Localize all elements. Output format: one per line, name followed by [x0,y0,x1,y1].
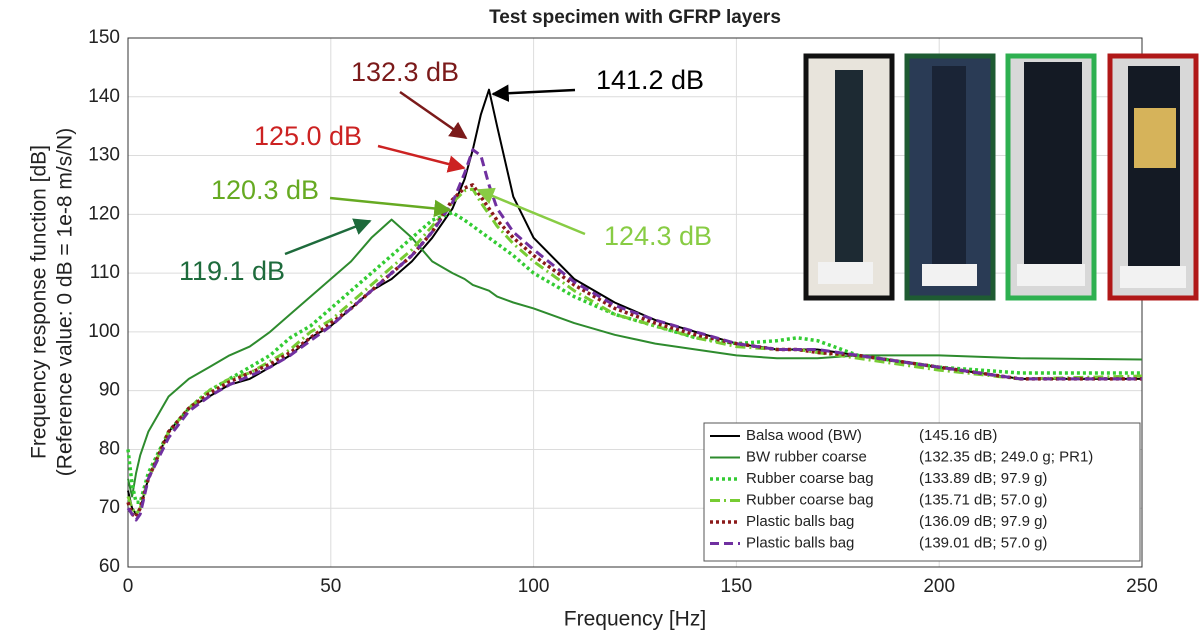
annotation: 124.3 dB [604,221,712,251]
legend-note: (135.71 dB; 57.0 g) [919,491,1047,508]
annotation: 125.0 dB [254,121,362,151]
y-tick-label: 120 [88,203,120,224]
x-tick-label: 200 [923,576,955,597]
y-tick-label: 80 [99,438,120,459]
legend-box [703,422,1141,562]
annotation-arrow [491,84,576,102]
chart-title: Test specimen with GFRP layers [489,7,781,28]
y-tick-label: 100 [88,321,120,342]
annotation-arrow [377,144,466,173]
photo-panel [1024,62,1082,276]
annotation: 132.3 dB [351,57,459,87]
photo-stand [818,262,873,284]
y-axis-label: (Reference value: 0 dB = 1e-8 m/s/N) [54,128,77,476]
legend-label: Rubber coarse bag [746,470,874,487]
y-tick-label: 110 [90,262,120,283]
annotation: 119.1 dB [179,256,285,286]
y-tick-label: 60 [99,556,120,577]
photo-stand [1120,266,1186,288]
series-line [126,148,1142,522]
photo-balls [1134,108,1176,168]
annotation-arrow [284,218,372,256]
x-axis-label: Frequency [Hz] [564,608,706,631]
photo-stand [922,264,977,286]
legend-note: (133.89 dB; 97.9 g) [919,470,1047,487]
y-tick-label: 70 [99,497,120,518]
photos [803,53,1199,301]
legend-note: (132.35 dB; 249.0 g; PR1) [919,448,1093,465]
y-axis-label: Frequency response function [dB] [28,145,51,459]
y-tick-label: 90 [99,380,120,401]
y-tick-label: 150 [88,27,120,48]
y-tick-label: 140 [88,86,120,107]
legend-note: (139.01 dB; 57.0 g) [919,534,1047,551]
legend-label: Plastic balls bag [746,513,854,530]
photo-panel [1128,66,1180,280]
photo-panel [835,70,863,270]
legend-note: (145.16 dB) [919,427,997,444]
x-tick-label: 50 [320,576,341,597]
x-tick-label: 250 [1126,576,1158,597]
legend-label: Rubber coarse bag [746,491,874,508]
legend-label: Plastic balls bag [746,534,854,551]
x-tick-label: 150 [721,576,753,597]
series-line [127,218,1143,498]
annotation-arrow [476,187,586,236]
series-line [126,210,1142,505]
annotation-arrow [399,90,468,140]
legend-note: (136.09 dB; 97.9 g) [919,513,1047,530]
annotation-arrow [329,196,452,218]
annotation: 120.3 dB [211,175,319,205]
legend-label: Balsa wood (BW) [746,427,862,444]
series-line [126,187,1143,516]
y-tick-label: 130 [88,145,120,166]
plot-frame [127,37,1143,568]
x-tick-label: 100 [518,576,550,597]
x-tick-label: 0 [123,576,134,597]
annotation: 141.2 dB [596,65,704,95]
legend-label: BW rubber coarse [746,448,867,465]
photo-stand [1017,264,1085,286]
series-line [126,183,1142,519]
photo-panel [932,66,966,276]
